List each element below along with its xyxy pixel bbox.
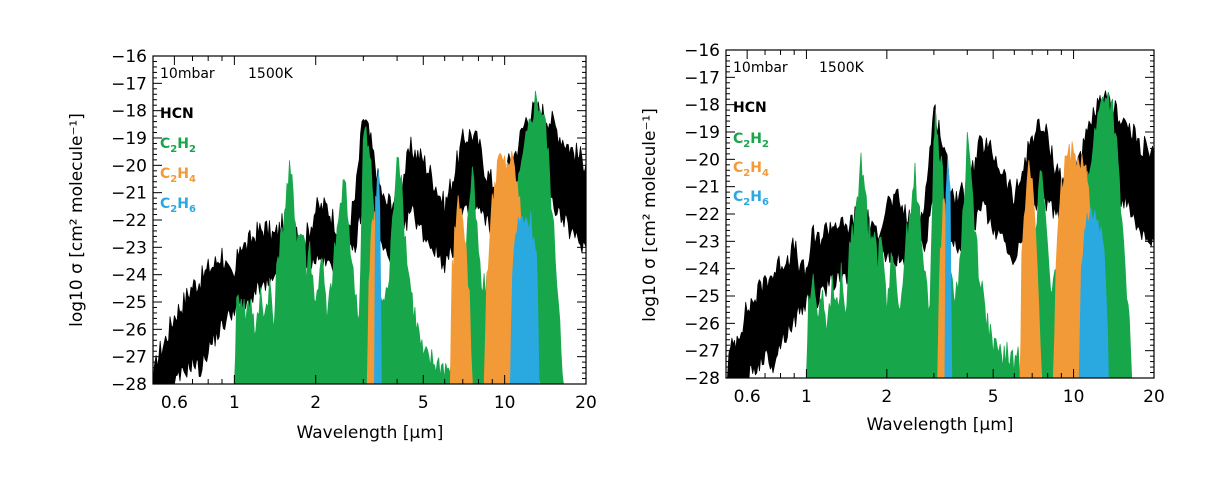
right-x-tick-label: 5 — [988, 387, 999, 407]
left-y-tick-label: −24 — [111, 266, 147, 286]
left-y-axis-label: log10 σ [cm² molecule⁻¹] — [67, 113, 87, 327]
left-series-c2h6 — [374, 171, 540, 384]
left-series-c2h4 — [366, 150, 541, 384]
left-pressure-label: 10mbar — [160, 66, 215, 82]
right-y-tick-label: −26 — [684, 314, 720, 334]
left-y-tick-label: −27 — [111, 348, 147, 368]
left-temperature-label: 1500K — [248, 66, 294, 82]
left-x-tick-label: 2 — [310, 393, 321, 413]
left-plot-area — [153, 90, 586, 384]
right-x-tick-label: 10 — [1063, 387, 1085, 407]
left-x-tick-label: 20 — [575, 393, 597, 413]
right-temperature-label: 1500K — [819, 60, 865, 76]
right-legend-hcn: HCN — [733, 100, 767, 116]
left-x-tick-label: 0.6 — [161, 393, 188, 413]
right-x-tick-label: 20 — [1143, 387, 1165, 407]
right-legend-c2h4: C2H4 — [733, 160, 769, 179]
right-y-tick-label: −18 — [684, 96, 720, 116]
right-y-tick-label: −23 — [684, 232, 720, 252]
right-y-tick-label: −24 — [684, 260, 720, 280]
left-y-tick-label: −17 — [111, 74, 147, 94]
left-legend-c2h6: C2H6 — [160, 196, 196, 215]
right-legend-c2h2: C2H2 — [733, 131, 769, 150]
right-y-tick-label: −28 — [684, 369, 720, 389]
right-y-tick-label: −22 — [684, 205, 720, 225]
right-panel: 0.6 1 2 5 10 20 −28 −27 −26 −25 −24 −23 −22 −21 −20 −19… — [640, 41, 1165, 435]
right-legend-c2h6: C2H6 — [733, 189, 769, 208]
right-y-tick-label: −16 — [684, 41, 720, 61]
left-y-tick-label: −28 — [111, 375, 147, 395]
left-x-tick-label: 5 — [418, 393, 429, 413]
left-y-tick-label: −19 — [111, 129, 147, 149]
left-legend-c2h4: C2H4 — [160, 166, 196, 185]
left-y-tick-label: −25 — [111, 293, 147, 313]
left-y-tick-label: −18 — [111, 102, 147, 122]
right-y-tick-label: −25 — [684, 287, 720, 307]
left-y-tick-label: −22 — [111, 211, 147, 231]
left-legend-c2h2: C2H2 — [160, 136, 196, 155]
left-y-tick-label: −26 — [111, 320, 147, 340]
right-ticks: 0.6 1 2 5 10 20 −28 −27 −26 −25 −24 −23 −22 −21 −20 −19… — [684, 41, 1165, 407]
right-legend: HCN C2H2 C2H4 C2H6 — [733, 100, 769, 208]
left-x-tick-label: 10 — [494, 393, 516, 413]
right-x-tick-label: 0.6 — [734, 387, 761, 407]
right-y-tick-label: −21 — [684, 178, 720, 198]
right-plot-area — [726, 90, 1154, 378]
left-y-tick-label: −20 — [111, 156, 147, 176]
right-y-tick-label: −17 — [684, 68, 720, 88]
right-series-c2h4 — [937, 141, 1109, 378]
right-y-tick-label: −20 — [684, 150, 720, 170]
right-pressure-label: 10mbar — [733, 60, 788, 76]
right-y-axis-label: log10 σ [cm² molecule⁻¹] — [640, 108, 660, 322]
right-series-c2h6 — [944, 157, 1109, 378]
left-panel: 0.6 1 2 5 10 20 −28 −27 −26 −25 −24 −23 −22 −21 −20 −19… — [67, 47, 597, 443]
left-ticks: 0.6 1 2 5 10 20 −28 −27 −26 −25 −24 −23 −22 −21 −20 −19… — [111, 47, 597, 413]
left-x-axis-label: Wavelength [µm] — [297, 423, 444, 443]
left-x-tick-label: 1 — [229, 393, 240, 413]
left-legend-hcn: HCN — [160, 106, 194, 122]
left-legend: HCN C2H2 C2H4 C2H6 — [160, 106, 196, 215]
right-x-tick-label: 1 — [801, 387, 812, 407]
left-y-tick-label: −16 — [111, 47, 147, 67]
right-y-tick-label: −27 — [684, 342, 720, 362]
left-y-tick-label: −21 — [111, 184, 147, 204]
right-x-tick-label: 2 — [881, 387, 892, 407]
left-y-tick-label: −23 — [111, 238, 147, 258]
right-x-axis-label: Wavelength [µm] — [867, 415, 1014, 435]
right-y-tick-label: −19 — [684, 123, 720, 143]
